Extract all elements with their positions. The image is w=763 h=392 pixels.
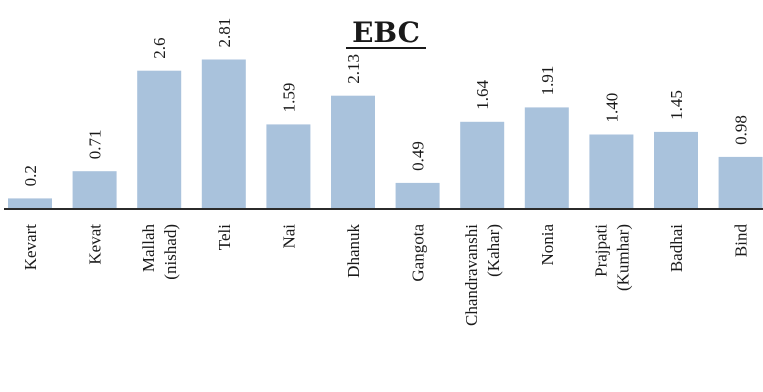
category-label-9-line-1: (Kumhar)	[613, 224, 632, 291]
chart-title: EBC	[352, 16, 420, 49]
bar-10	[654, 131, 698, 209]
value-label-8: 1.91	[538, 66, 557, 96]
category-label-3: Teli	[215, 224, 234, 250]
category-label-10: Badhai	[667, 224, 686, 272]
bar-2	[137, 70, 182, 209]
value-label-0: 0.2	[21, 165, 40, 186]
bar-group	[8, 59, 763, 209]
value-label-9: 1.40	[602, 93, 621, 123]
category-label-5: Dhanuk	[344, 224, 363, 278]
category-label-7-line-0: Chandravanshi	[462, 224, 481, 326]
value-label-10: 1.45	[667, 90, 686, 120]
category-label-group: Kevart Kevat Mallah (nishad) Teli Nai Dhanuk Ga…	[21, 224, 751, 326]
bar-9	[589, 134, 634, 209]
bar-1	[72, 171, 117, 209]
category-label-2-line-0: Mallah	[139, 224, 158, 273]
value-label-1: 0.71	[86, 129, 105, 159]
value-label-2: 2.6	[150, 37, 169, 58]
bar-11	[718, 156, 763, 209]
category-label-0: Kevart	[21, 224, 40, 271]
value-label-6: 0.49	[409, 141, 428, 171]
value-label-3: 2.81	[215, 18, 234, 48]
bar-7	[460, 121, 505, 209]
bar-4	[266, 124, 311, 209]
bar-0	[8, 198, 52, 209]
bar-6	[395, 182, 440, 209]
bar-8	[524, 107, 569, 209]
bar-5	[331, 95, 375, 209]
category-label-1: Kevat	[86, 224, 105, 265]
value-label-11: 0.98	[732, 115, 751, 145]
category-label-7-line-1: (Kahar)	[484, 224, 503, 277]
category-label-8: Nonia	[538, 224, 557, 266]
value-label-7: 1.64	[473, 80, 492, 110]
category-label-4: Nai	[279, 224, 298, 249]
category-label-9-line-0: Prajpati	[591, 224, 610, 277]
value-label-group: 0.2 0.71 2.6 2.81 1.59 2.13 0.49 1.64 1.91 1.40 1.…	[21, 18, 751, 187]
category-label-2-line-1: (nishad)	[161, 224, 180, 280]
category-label-6: Gangota	[409, 224, 428, 282]
category-label-11: Bind	[732, 224, 751, 258]
bar-3	[201, 59, 246, 209]
value-label-5: 2.13	[344, 54, 363, 84]
value-label-4: 1.59	[279, 83, 298, 113]
